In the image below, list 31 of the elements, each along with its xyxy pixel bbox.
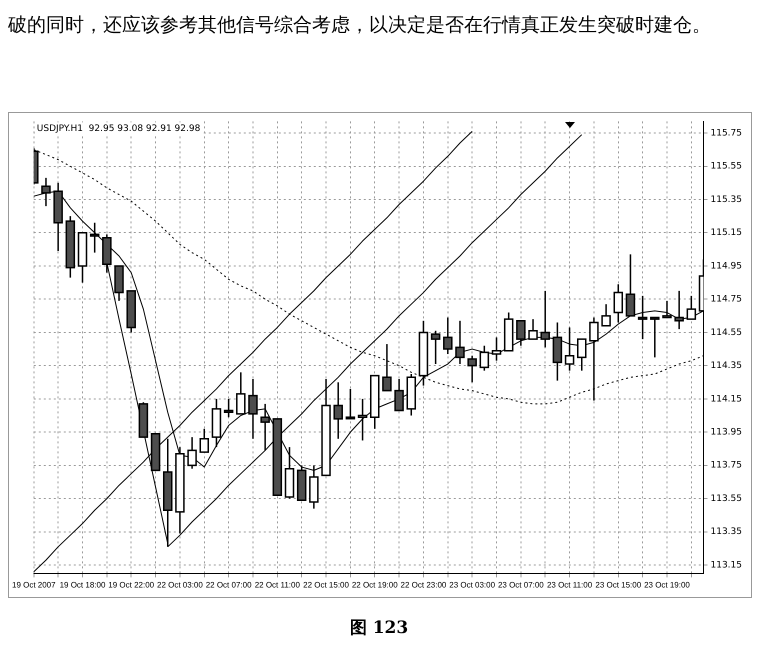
chart-title: USDJPY.H1 92.95 93.08 92.91 92.98 — [36, 124, 201, 134]
x-tick-label: 23 Oct 07:00 — [498, 580, 544, 590]
x-tick-label: 23 Oct 15:00 — [595, 580, 642, 590]
y-tick-label: 113.35 — [710, 527, 742, 538]
y-tick-label: 113.75 — [710, 460, 742, 471]
y-tick-label: 114.75 — [710, 294, 742, 305]
x-tick-label: 22 Oct 11:00 — [254, 580, 300, 590]
y-tick-label: 113.95 — [710, 427, 742, 438]
caption: 图 123 — [348, 617, 410, 639]
y-tick-label: 115.55 — [710, 162, 742, 172]
y-tick-label: 115.15 — [710, 228, 742, 238]
y-tick-label: 115.75 — [710, 128, 742, 138]
x-tick-label: 23 Oct 03:00 — [449, 580, 496, 590]
x-tick-label: 22 Oct 23:00 — [400, 580, 447, 590]
y-tick-label: 115.35 — [710, 194, 742, 205]
y-tick-label: 114.15 — [710, 394, 742, 404]
x-tick-label: 22 Oct 19:00 — [352, 580, 398, 590]
text: 破的同时，还应该参考其他信号综合考虑，以决定是否在行情真正发生突破时建仓。 — [8, 13, 712, 38]
x-tick-label: 22 Oct 07:00 — [206, 580, 252, 590]
x-tick-label: 19 Oct 22:00 — [108, 580, 155, 590]
x-tick-label: 22 Oct 15:00 — [303, 580, 350, 590]
x-tick-label: 23 Oct 19:00 — [644, 580, 690, 590]
x-tick-label: 23 Oct 11:00 — [546, 580, 593, 590]
x-tick-label: 19 Oct 2007 — [12, 580, 56, 590]
y-tick-label: 113.55 — [710, 494, 742, 504]
y-tick-label: 114.55 — [710, 328, 742, 338]
y-tick-label: 114.95 — [710, 261, 742, 272]
y-tick-label: 113.15 — [710, 560, 742, 570]
y-tick-label: 114.35 — [710, 361, 742, 372]
x-tick-label: 22 Oct 03:00 — [157, 580, 204, 590]
x-tick-label: 19 Oct 18:00 — [60, 580, 106, 590]
